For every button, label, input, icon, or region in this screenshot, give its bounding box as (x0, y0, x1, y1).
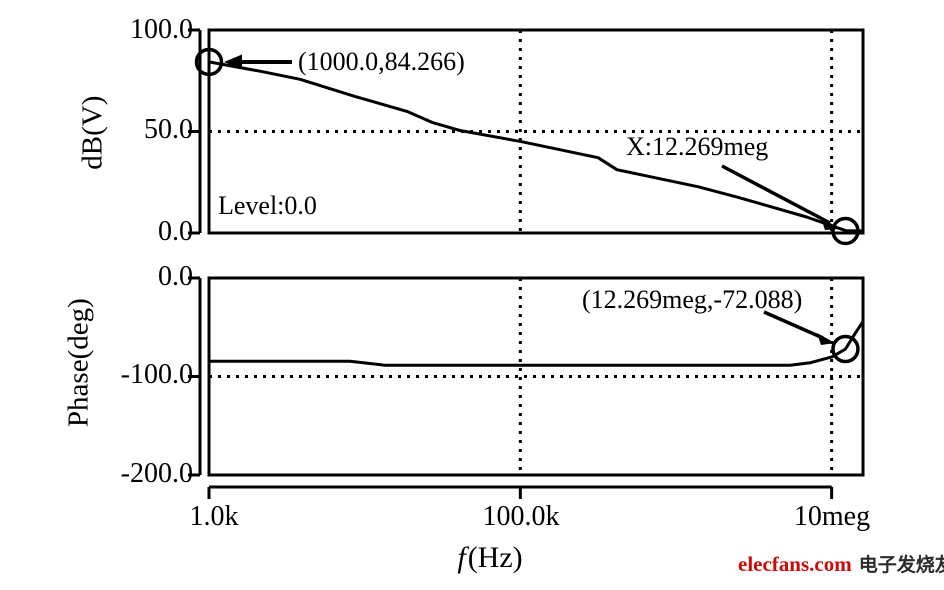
mag-axis-title: dB(V) (76, 95, 109, 170)
mag-point-callout-text: (1000.0,84.266) (298, 47, 465, 76)
x-axis-title-units: (Hz) (467, 541, 523, 574)
mag-level-text: Level:0.0 (218, 191, 317, 220)
phase-plot-area[interactable] (209, 320, 865, 367)
mag-ytick-50: 50.0 (144, 114, 193, 145)
phase-point-callout-text: (12.269meg,-72.088) (582, 285, 803, 314)
magnitude-plot-area[interactable] (208, 60, 863, 233)
x-axis-title-f: f (457, 541, 466, 574)
phase-ytick-200: -200.0 (120, 458, 193, 489)
watermark: elecfans.com 电子发烧友 (738, 552, 944, 577)
callout-arrows (224, 54, 841, 345)
cursor-markers[interactable] (194, 47, 860, 364)
mag-ytick-100: 100.0 (130, 14, 193, 45)
phase-ytick-0: 0.0 (158, 261, 193, 292)
frames-layer (207, 28, 865, 477)
xtick-100k: 100.0k (482, 501, 560, 532)
xtick-1k: 1.0k (189, 501, 239, 532)
axes-layer (188, 28, 834, 499)
watermark-tagline: 电子发烧友 (858, 555, 944, 576)
watermark-brand-logo: elecfans.com (738, 552, 852, 576)
mag-ytick-0: 0.0 (158, 216, 193, 247)
xtick-10meg: 10meg (793, 501, 871, 532)
mag-cursor-x-text: X:12.269meg (626, 132, 769, 161)
x-axis-title: f(Hz) (390, 541, 590, 576)
gridlines-layer (209, 30, 863, 475)
phase-axis-title: Phase(deg) (62, 298, 95, 428)
phase-ytick-100: -100.0 (120, 359, 193, 390)
